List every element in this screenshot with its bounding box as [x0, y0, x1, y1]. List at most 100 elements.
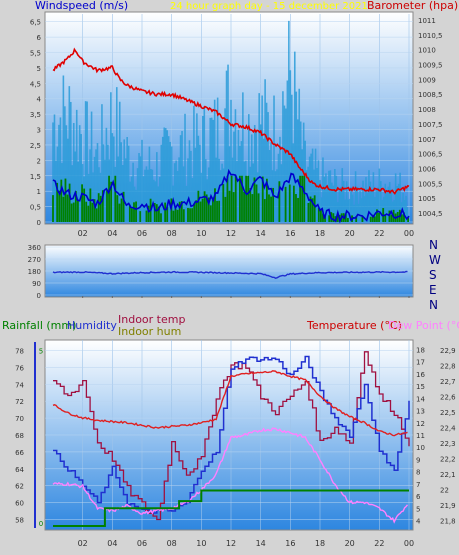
baro-y-tick: 1007,5 — [418, 121, 443, 129]
temp-x-tick: 16 — [285, 539, 295, 548]
dir-y-tick: 0 — [37, 292, 41, 300]
wind-y-tick: 0,5 — [30, 204, 41, 212]
temp-x-tick: 02 — [78, 539, 88, 548]
compass-n-bottom: N — [429, 298, 438, 312]
wind-y-tick: 3,5 — [30, 111, 41, 119]
temp-x-tick: 14 — [256, 539, 266, 548]
dir-y-tick: 360 — [28, 244, 41, 252]
temp-y-tick: 15 — [416, 383, 425, 391]
baro-y-tick: 1005,5 — [418, 180, 443, 188]
dir-y-tick: 270 — [28, 256, 41, 264]
compass-e: E — [429, 283, 437, 297]
baro-y-tick: 1005 — [418, 195, 436, 203]
baro-y-tick: 1010,5 — [418, 32, 443, 40]
humidity-y-tick: 72 — [15, 398, 24, 406]
legend-indoor-hum: Indoor hum — [118, 325, 181, 338]
legend-rainfall: Rainfall (mm) — [2, 319, 76, 332]
wind-y-tick: 6,5 — [30, 19, 41, 27]
wind-x-tick: 02 — [78, 229, 88, 238]
humidity-y-tick: 58 — [15, 517, 24, 525]
legend-temperature: Temperature (°C) — [306, 319, 402, 332]
wind-x-tick: 18 — [315, 229, 325, 238]
wind-avg-line — [52, 168, 410, 224]
wind-y-tick: 2,5 — [30, 142, 41, 150]
compass-s: S — [429, 268, 437, 282]
chart-marks — [52, 20, 410, 527]
wind-x-tick: 00 — [404, 229, 414, 238]
temp-y-tick: 10 — [416, 444, 425, 452]
wind-x-tick: 12 — [226, 229, 236, 238]
temp-y-tick: 17 — [416, 359, 425, 367]
humidity-y-tick: 76 — [15, 364, 24, 372]
temp-y-tick: 7 — [416, 481, 420, 489]
baro-y-tick: 1008,5 — [418, 91, 443, 99]
wind-y-tick: 5 — [37, 65, 41, 73]
temp-y-tick: 11 — [416, 432, 425, 440]
temp-x-tick: 04 — [107, 539, 117, 548]
temp-y-tick: 9 — [416, 456, 420, 464]
humidity-y-tick: 62 — [15, 483, 24, 491]
temp-y-tick: 13 — [416, 408, 425, 416]
rainfall-y-tick: 5 — [39, 347, 43, 355]
wind-y-tick: 4,5 — [30, 80, 41, 88]
humidity-y-tick: 70 — [15, 415, 24, 423]
compass-n-top: N — [429, 238, 438, 252]
temp-x-tick: 00 — [404, 539, 414, 548]
wind-x-tick: 10 — [196, 229, 206, 238]
baro-y-tick: 1006 — [418, 166, 436, 174]
temp-x-tick: 06 — [137, 539, 147, 548]
temp-x-tick: 08 — [167, 539, 177, 548]
temp-y-tick: 8 — [416, 469, 420, 477]
humidity-y-tick: 66 — [15, 449, 24, 457]
indoor-temp-y-tick: 22 — [440, 486, 449, 494]
indoor-temp-y-tick: 22,2 — [440, 455, 456, 463]
temp-y-tick: 12 — [416, 420, 425, 428]
barometer-line — [52, 47, 410, 195]
baro-y-tick: 1006,5 — [418, 151, 443, 159]
wind-direction-line — [52, 270, 408, 279]
baro-y-tick: 1009,5 — [418, 62, 443, 70]
temp-x-tick: 18 — [315, 539, 325, 548]
humidity-y-tick: 60 — [15, 500, 24, 508]
wind-y-tick: 5,5 — [30, 50, 41, 58]
indoor-temp-y-tick: 22,5 — [440, 409, 456, 417]
rainfall-y-tick: 0 — [39, 520, 43, 528]
humidity-y-tick: 78 — [15, 347, 24, 355]
humidity-y-tick: 68 — [15, 432, 24, 440]
wind-y-tick: 2 — [37, 157, 41, 165]
indoor-temp-y-tick: 22,1 — [440, 471, 456, 479]
wind-x-tick: 20 — [345, 229, 355, 238]
indoor-temp-y-tick: 22,6 — [440, 393, 456, 401]
dir-y-tick: 180 — [28, 268, 41, 276]
chart-labels: 0202040406060808101012121414161618182020… — [15, 17, 456, 548]
compass-w: W — [429, 253, 441, 267]
barometer-axis-title: Barometer (hpa) — [367, 0, 458, 12]
legend-humidity: Humidity — [67, 319, 117, 332]
baro-y-tick: 1008 — [418, 106, 436, 114]
temp-x-tick: 22 — [374, 539, 384, 548]
chart-title: 24 hour graph day - 15 december 2021 — [170, 1, 368, 12]
wind-x-tick: 08 — [167, 229, 177, 238]
wind-y-tick: 0 — [37, 219, 41, 227]
indoor-temp-y-tick: 21,9 — [440, 502, 456, 510]
temp-y-tick: 14 — [416, 395, 425, 403]
wind-x-tick: 04 — [107, 229, 117, 238]
baro-y-tick: 1004,5 — [418, 210, 443, 218]
wind-y-tick: 4 — [37, 96, 42, 104]
baro-y-tick: 1007 — [418, 136, 436, 144]
legend-dewpoint: Dew Point (°C) — [388, 319, 459, 332]
indoor-temp-y-tick: 22,9 — [440, 347, 456, 355]
humidity-y-tick: 64 — [15, 466, 24, 474]
temp-y-tick: 6 — [416, 493, 421, 501]
humidity-line — [53, 355, 410, 514]
baro-y-tick: 1011 — [418, 17, 436, 25]
temp-y-tick: 4 — [416, 518, 421, 526]
temp-x-tick: 20 — [345, 539, 355, 548]
wind-y-tick: 6 — [37, 34, 42, 42]
legend-indoor-temp: Indoor temp — [118, 313, 185, 326]
indoor-temp-y-tick: 22,3 — [440, 440, 456, 448]
indoor-temp-y-tick: 21,8 — [440, 517, 456, 525]
wind-x-tick: 16 — [285, 229, 295, 238]
